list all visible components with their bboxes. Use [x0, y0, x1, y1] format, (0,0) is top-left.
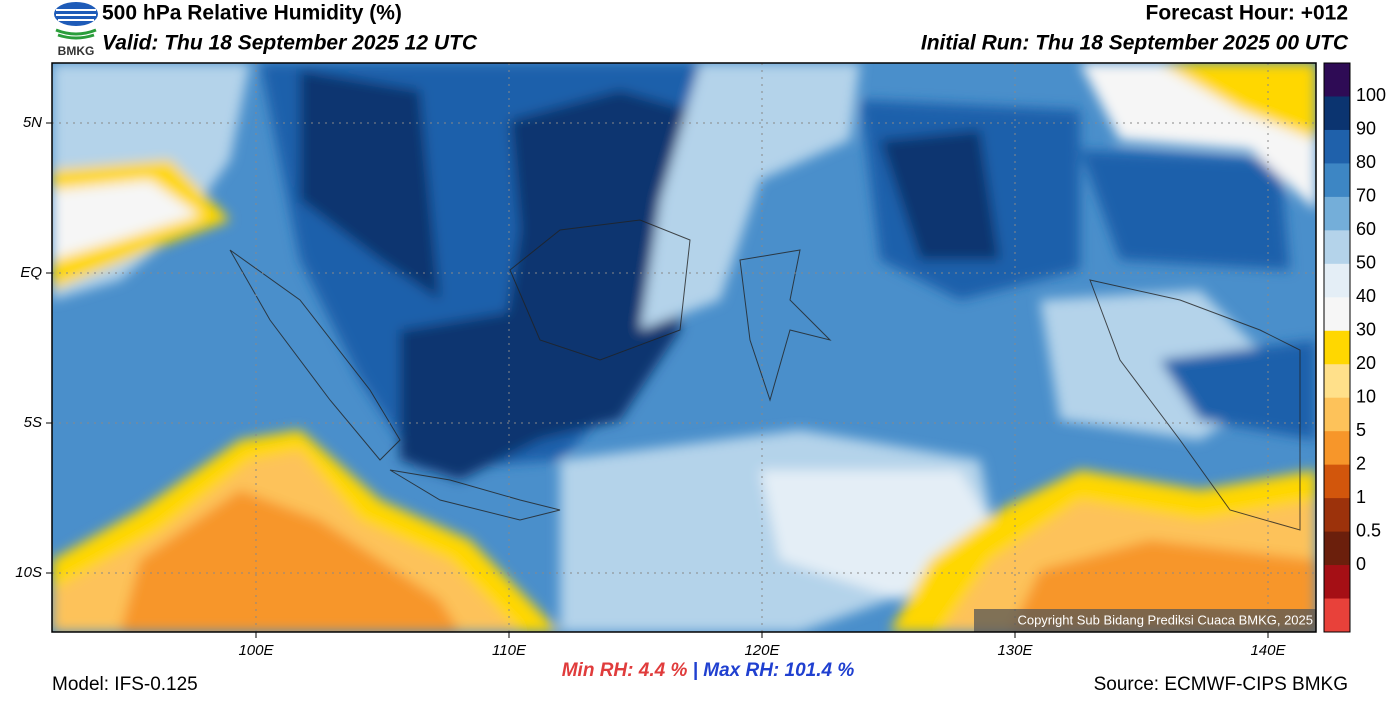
colorbar-label: 10 [1356, 386, 1376, 406]
colorbar-label: 90 [1356, 119, 1376, 139]
logo: BMKG [54, 2, 98, 58]
max-label: Max RH: [703, 660, 779, 681]
colorbar-swatch [1324, 330, 1350, 365]
colorbar-swatch [1324, 297, 1350, 332]
colorbar-swatch [1324, 163, 1350, 198]
colorbar-label: 30 [1356, 320, 1376, 340]
colorbar-swatch [1324, 565, 1350, 600]
max-value: 101.4 % [785, 660, 855, 681]
colorbar-label: 0 [1356, 554, 1366, 574]
colorbar: 100 90 80 70 60 50 40 30 20 10 5 2 1 0.5 0 [1323, 62, 1386, 633]
colorbar-label: 1 [1356, 487, 1366, 507]
colorbar-swatch [1324, 464, 1350, 499]
min-max: Min RH: 4.4 % | Max RH: 101.4 % [562, 660, 855, 681]
colorbar-swatch [1324, 531, 1350, 566]
logo-text: BMKG [58, 44, 95, 58]
colorbar-label: 0.5 [1356, 520, 1381, 540]
valid-time: Valid: Thu 18 September 2025 12 UTC [102, 32, 478, 55]
initial-run: Initial Run: Thu 18 September 2025 00 UT… [921, 32, 1349, 55]
lon-label: 130E [997, 642, 1033, 659]
colorbar-label: 80 [1356, 152, 1376, 172]
colorbar-swatch [1324, 230, 1350, 265]
colorbar-label: 50 [1356, 253, 1376, 273]
lat-label: 10S [15, 564, 42, 581]
colorbar-label: 20 [1356, 353, 1376, 373]
model: Model: IFS-0.125 [52, 674, 198, 695]
colorbar-label: 40 [1356, 286, 1376, 306]
colorbar-label: 2 [1356, 453, 1366, 473]
colorbar-swatch [1324, 364, 1350, 399]
map-frame [51, 62, 1317, 633]
colorbar-swatch [1324, 196, 1350, 231]
gridlines [52, 63, 1316, 632]
lon-label: 100E [238, 642, 274, 659]
min-label: Min RH: [562, 660, 634, 681]
colorbar-swatch [1324, 263, 1350, 298]
title: 500 hPa Relative Humidity (%) [102, 2, 402, 25]
colorbar-swatch [1324, 63, 1350, 97]
colorbar-label: 60 [1356, 219, 1376, 239]
lon-label: 110E [492, 642, 527, 659]
lon-label: 140E [1250, 642, 1286, 659]
colorbar-swatch [1324, 598, 1350, 633]
colorbar-label: 100 [1356, 85, 1386, 105]
lat-label: EQ [20, 264, 42, 281]
colorbar-swatch [1324, 96, 1350, 131]
humidity-field: Copyright Sub Bidang Prediksi Cuaca BMKG… [52, 63, 1316, 632]
lat-label: 5N [23, 114, 42, 131]
min-value: 4.4 % [638, 660, 688, 681]
separator: | [693, 660, 698, 681]
lat-label: 5S [24, 414, 42, 431]
source: Source: ECMWF-CIPS BMKG [1094, 674, 1348, 695]
copyright: Copyright Sub Bidang Prediksi Cuaca BMKG… [1017, 612, 1313, 627]
colorbar-swatch [1324, 431, 1350, 466]
colorbar-label: 70 [1356, 186, 1376, 206]
axes: 5N EQ 5S 10S 100E 110E 120E 130E 140E [15, 114, 1286, 659]
forecast-hour: Forecast Hour: +012 [1146, 2, 1349, 25]
colorbar-swatch [1324, 397, 1350, 432]
colorbar-swatch [1324, 498, 1350, 533]
colorbar-label: 5 [1356, 420, 1366, 440]
colorbar-swatch [1324, 129, 1350, 164]
colorbar-frame [1323, 62, 1351, 633]
lon-label: 120E [744, 642, 780, 659]
